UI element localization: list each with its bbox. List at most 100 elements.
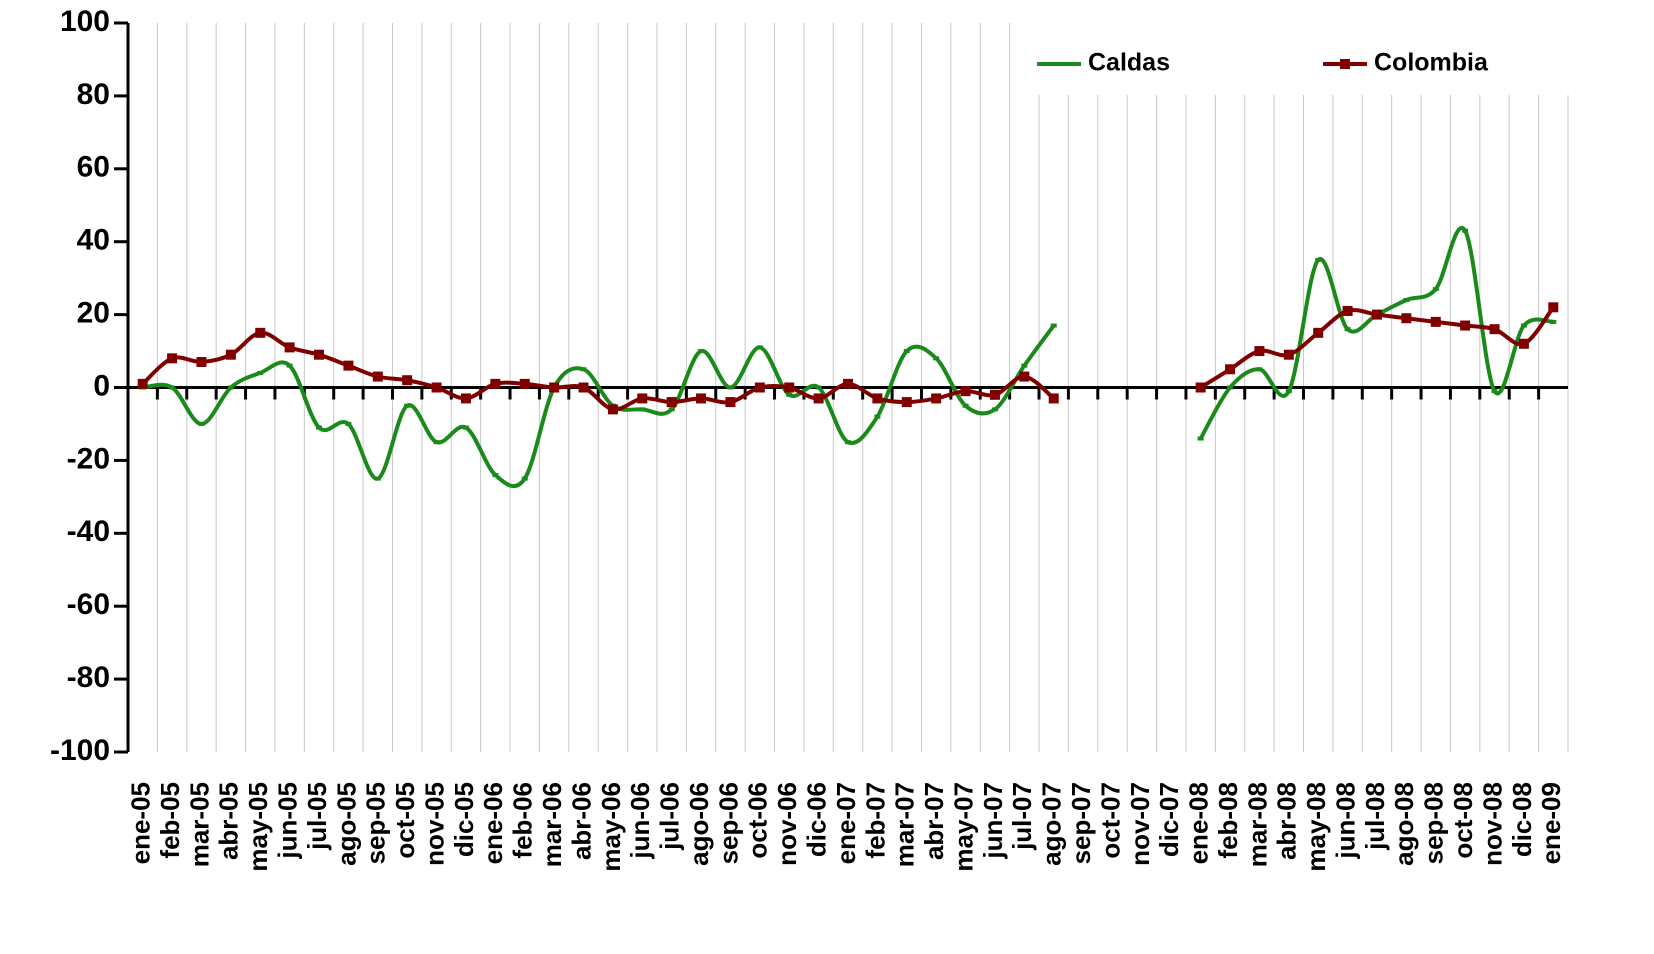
y-tick-label: -20 (67, 442, 110, 475)
marker (813, 393, 824, 404)
y-tick-label: 20 (77, 297, 110, 330)
x-tick-label: sep-06 (713, 782, 743, 864)
marker (1550, 319, 1557, 324)
marker (754, 382, 765, 393)
x-tick-label: mar-08 (1242, 782, 1272, 867)
marker (1371, 309, 1382, 320)
marker (637, 393, 648, 404)
marker (404, 403, 411, 408)
marker (931, 393, 942, 404)
marker (314, 349, 325, 360)
marker (343, 360, 354, 371)
marker (1460, 320, 1471, 331)
marker (431, 382, 442, 393)
x-tick-label: dic-08 (1507, 782, 1537, 857)
x-tick-label: jul-05 (302, 782, 332, 851)
y-tick-label: -80 (67, 661, 110, 694)
legend-label: Caldas (1088, 49, 1170, 77)
marker (607, 404, 618, 415)
y-tick-label: 0 (93, 369, 110, 402)
marker (1256, 367, 1263, 372)
x-tick-label: ago-08 (1389, 782, 1419, 866)
x-tick-label: may-06 (596, 782, 626, 872)
marker (1197, 436, 1204, 441)
marker (1254, 346, 1265, 357)
marker (903, 349, 910, 354)
marker (960, 386, 971, 397)
marker (991, 407, 998, 412)
x-tick-label: dic-06 (801, 782, 831, 857)
marker (402, 375, 413, 386)
x-tick-label: ene-07 (831, 782, 861, 864)
x-tick-label: nov-05 (419, 782, 449, 866)
x-tick-label: mar-06 (537, 782, 567, 867)
marker (1344, 327, 1351, 332)
marker (316, 425, 323, 430)
x-tick-label: sep-07 (1066, 782, 1096, 864)
marker (639, 407, 646, 412)
x-tick-label: feb-05 (155, 782, 185, 859)
marker (519, 378, 530, 389)
x-tick-label: jun-08 (1330, 782, 1360, 860)
marker (815, 385, 822, 390)
x-tick-label: may-08 (1301, 782, 1331, 872)
marker (1491, 389, 1498, 394)
x-tick-label: oct-06 (743, 782, 773, 859)
marker (286, 363, 293, 368)
marker (1021, 363, 1028, 368)
x-tick-label: dic-05 (449, 782, 479, 857)
marker (786, 392, 793, 397)
y-tick-label: -60 (67, 588, 110, 621)
x-tick-label: oct-07 (1095, 782, 1125, 859)
marker (668, 407, 675, 412)
marker (580, 367, 587, 372)
x-tick-label: oct-05 (390, 782, 420, 859)
x-tick-label: feb-07 (860, 782, 890, 859)
marker (784, 382, 795, 393)
marker (1019, 371, 1030, 382)
y-tick-label: 40 (77, 224, 110, 257)
x-tick-label: abr-06 (566, 782, 596, 860)
marker (492, 472, 499, 477)
x-tick-label: sep-05 (361, 782, 391, 864)
x-tick-label: ene-09 (1536, 782, 1566, 864)
marker (227, 385, 234, 390)
marker (989, 389, 1000, 400)
marker (521, 476, 528, 481)
marker (255, 327, 266, 338)
legend-label: Colombia (1374, 49, 1489, 77)
x-tick-label: ene-05 (126, 782, 156, 864)
x-tick-label: ago-07 (1037, 782, 1067, 866)
x-tick-label: oct-08 (1448, 782, 1478, 859)
marker (1489, 324, 1500, 335)
x-tick-label: mar-07 (890, 782, 920, 867)
marker (460, 393, 471, 404)
legend-marker (1340, 59, 1350, 69)
marker (196, 356, 207, 367)
marker (374, 476, 381, 481)
x-tick-label: ago-06 (684, 782, 714, 866)
x-tick-label: jul-08 (1360, 782, 1390, 851)
marker (490, 378, 501, 389)
x-tick-label: jun-05 (273, 782, 303, 860)
marker (345, 421, 352, 426)
marker (756, 345, 763, 350)
marker (1430, 316, 1441, 327)
y-tick-label: 80 (77, 78, 110, 111)
marker (137, 378, 148, 389)
y-tick-label: -100 (50, 734, 110, 767)
x-tick-label: nov-07 (1125, 782, 1155, 866)
marker (284, 342, 295, 353)
x-tick-label: abr-08 (1272, 782, 1302, 860)
marker (962, 403, 969, 408)
marker (1283, 349, 1294, 360)
marker (1227, 385, 1234, 390)
x-tick-label: nov-06 (772, 782, 802, 866)
marker (1462, 228, 1469, 233)
marker (1548, 302, 1559, 313)
x-tick-label: may-07 (948, 782, 978, 872)
marker (1050, 323, 1057, 328)
x-tick-label: feb-08 (1213, 782, 1243, 859)
marker (462, 425, 469, 430)
marker (872, 393, 883, 404)
